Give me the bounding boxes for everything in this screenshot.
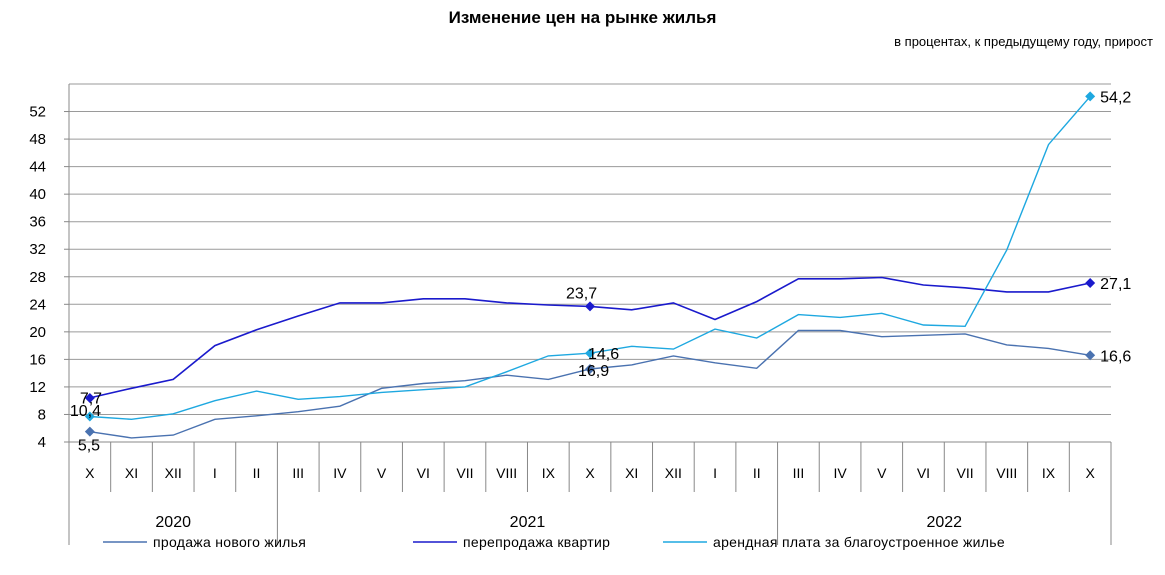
data-label: 14,6 <box>588 346 619 363</box>
y-tick-label: 36 <box>29 214 46 231</box>
x-tick-label: XI <box>125 465 138 481</box>
x-tick-label: III <box>793 465 805 481</box>
legend-label: арендная плата за благоустроенное жилье <box>713 534 1005 550</box>
data-label: 23,7 <box>566 285 597 302</box>
x-tick-label: X <box>585 465 595 481</box>
data-label: 5,5 <box>78 438 100 455</box>
x-tick-label: III <box>292 465 304 481</box>
x-tick-label: IV <box>333 465 347 481</box>
chart-subtitle: в процентах, к предыдущему году, прирост <box>894 34 1153 49</box>
y-tick-label: 24 <box>29 296 46 313</box>
x-tick-label: II <box>253 465 261 481</box>
data-point-marker <box>585 301 595 312</box>
x-tick-label: VII <box>957 465 974 481</box>
x-tick-label: XII <box>665 465 682 481</box>
chart-title: Изменение цен на рынке жилья <box>448 8 717 27</box>
y-tick-label: 8 <box>38 406 46 423</box>
x-tick-label: VIII <box>496 465 517 481</box>
x-tick-label: I <box>713 465 717 481</box>
x-tick-label: II <box>753 465 761 481</box>
x-tick-label: X <box>1085 465 1095 481</box>
data-point-marker <box>1085 350 1096 361</box>
x-tick-label: XI <box>625 465 638 481</box>
data-point-marker <box>585 348 595 359</box>
y-tick-label: 52 <box>29 104 46 121</box>
y-tick-label: 28 <box>29 269 46 286</box>
year-label: 2021 <box>510 514 546 531</box>
x-tick-label: IV <box>833 465 847 481</box>
y-tick-label: 44 <box>29 159 46 176</box>
x-tick-label: V <box>377 465 387 481</box>
x-tick-label: XII <box>165 465 182 481</box>
data-label: 10,4 <box>70 403 101 420</box>
legend-label: продажа нового жилья <box>153 534 306 550</box>
y-tick-label: 12 <box>29 379 46 396</box>
legend-label: перепродажа квартир <box>463 534 610 550</box>
data-label: 7,7 <box>80 391 102 408</box>
x-tick-label: V <box>877 465 887 481</box>
data-point-marker <box>84 426 95 437</box>
x-tick-label: VI <box>417 465 430 481</box>
data-point-marker <box>1085 277 1096 288</box>
data-point-marker <box>585 364 595 375</box>
x-tick-label: IX <box>542 465 556 481</box>
y-tick-label: 32 <box>29 241 46 258</box>
data-label: 27,1 <box>1100 276 1131 293</box>
x-tick-label: X <box>85 465 95 481</box>
y-tick-label: 48 <box>29 131 46 148</box>
data-point-marker <box>84 392 95 403</box>
x-tick-label: VIII <box>996 465 1017 481</box>
data-point-marker <box>1085 91 1096 102</box>
x-tick-label: IX <box>1042 465 1056 481</box>
data-label: 16,6 <box>1100 348 1131 365</box>
data-point-marker <box>84 411 95 422</box>
x-tick-label: VI <box>917 465 930 481</box>
y-tick-label: 4 <box>38 434 46 451</box>
year-label: 2022 <box>926 514 962 531</box>
y-tick-label: 16 <box>29 351 46 368</box>
x-tick-label: VII <box>456 465 473 481</box>
x-tick-label: I <box>213 465 217 481</box>
y-tick-label: 40 <box>29 186 46 203</box>
y-tick-label: 20 <box>29 324 46 341</box>
data-label: 16,9 <box>578 363 609 380</box>
year-label: 2020 <box>155 514 191 531</box>
data-label: 54,2 <box>1100 89 1131 106</box>
